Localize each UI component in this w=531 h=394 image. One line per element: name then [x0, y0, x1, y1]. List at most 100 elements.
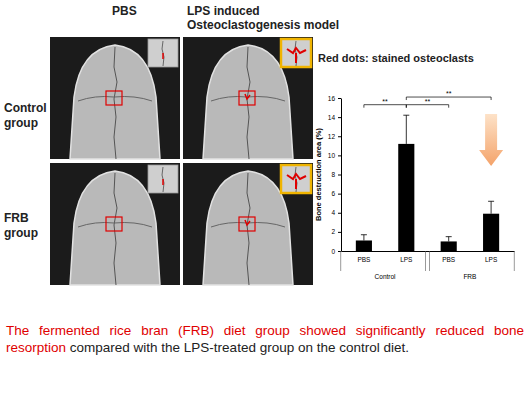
x-tick: PBS	[442, 251, 456, 263]
significance-bracket	[406, 97, 491, 100]
y-tick-mark	[338, 155, 341, 156]
column-header: PBS	[112, 4, 137, 18]
row-label: group	[4, 226, 38, 240]
x-tick: LPS	[485, 251, 498, 263]
group-label: FRB	[463, 273, 476, 280]
y-tick: 2	[331, 228, 341, 235]
y-tick-mark	[338, 213, 341, 214]
inset-stain	[287, 174, 306, 189]
x-tick: PBS	[357, 251, 371, 263]
significance-label: **	[446, 90, 452, 97]
y-tick: 8	[331, 171, 341, 178]
group-divider	[425, 251, 426, 271]
y-tick-label: 2	[331, 228, 335, 235]
image-panel	[183, 163, 313, 285]
y-tick-mark	[338, 98, 341, 99]
arrow	[479, 114, 503, 166]
inset	[281, 39, 311, 67]
y-tick-mark	[338, 117, 341, 118]
roi-box	[106, 91, 122, 105]
column-header: Osteoclastogenesis model	[187, 18, 339, 32]
x-tick-label: PBS	[357, 256, 371, 263]
y-axis: 0 2 4 6 8 10 12 14 16	[328, 95, 342, 255]
inset	[281, 165, 311, 193]
skull	[70, 171, 160, 285]
y-tick: 12	[328, 133, 341, 140]
note: Red dots: stained osteoclasts	[318, 52, 474, 64]
roi-box	[239, 91, 255, 105]
bar	[398, 144, 414, 251]
inset-background	[281, 165, 311, 193]
x-tick: LPS	[400, 251, 413, 263]
error-bar	[446, 237, 452, 242]
plot-area	[356, 115, 499, 251]
error-bar-cap	[403, 115, 409, 116]
x-tick-label: LPS	[485, 256, 498, 263]
error-bar-cap	[446, 236, 452, 237]
inset-stain	[162, 53, 164, 59]
significance-bracket	[364, 105, 406, 108]
error-bar-cap	[488, 201, 494, 202]
significance-label: **	[382, 98, 388, 105]
panel-background	[183, 37, 313, 159]
error-bar-stem	[406, 115, 407, 144]
suture	[247, 47, 250, 159]
row-label: Control	[4, 101, 47, 115]
bar	[483, 214, 499, 251]
error-bar-cap	[361, 234, 367, 235]
panel-background	[50, 163, 180, 285]
image-panel	[183, 37, 313, 159]
stain	[245, 220, 250, 225]
inset-background	[148, 39, 178, 67]
significance-label: **	[425, 98, 431, 105]
error-bar	[488, 201, 494, 213]
y-tick-mark	[338, 136, 341, 137]
y-tick-label: 4	[331, 209, 335, 216]
roi-box	[106, 217, 122, 231]
inset-stain	[287, 48, 306, 63]
bar	[356, 240, 372, 251]
caption-text: compared with the LPS-treated group on t…	[66, 340, 409, 355]
suture	[114, 47, 117, 159]
x-axis: PBS LPS PBS LPS	[342, 251, 515, 263]
inset-background	[148, 165, 178, 193]
suture	[78, 97, 152, 102]
group-divider	[340, 251, 341, 271]
error-bar-stem	[448, 237, 449, 242]
y-tick: 6	[331, 190, 341, 197]
y-axis-title: Bone destruction area (%)	[314, 128, 323, 221]
y-tick-mark	[338, 194, 341, 195]
skull	[203, 171, 293, 285]
suture	[114, 173, 117, 285]
column-header: LPS induced	[187, 4, 260, 18]
slide: PBS LPS inducedOsteoclastogenesis model Co…	[0, 0, 531, 394]
inset-suture	[162, 41, 164, 66]
x-axis-line	[342, 251, 515, 252]
inset	[148, 39, 178, 67]
roi-box	[239, 217, 255, 231]
y-tick-mark	[338, 175, 341, 176]
y-tick: 0	[331, 248, 341, 255]
y-tick: 16	[328, 95, 341, 102]
y-tick-label: 14	[328, 114, 336, 121]
y-tick-label: 6	[331, 190, 335, 197]
error-bar-stem	[491, 201, 492, 213]
row-label: group	[4, 116, 38, 130]
suture	[78, 223, 152, 228]
y-tick-label: 10	[328, 152, 336, 159]
error-bar	[403, 115, 409, 144]
bar	[441, 241, 457, 251]
group-label: Control	[375, 273, 397, 280]
y-tick-label: 16	[328, 95, 336, 102]
y-tick: 14	[328, 114, 341, 121]
y-tick-label: 12	[328, 133, 336, 140]
error-bar	[361, 235, 367, 241]
x-tick-label: PBS	[442, 256, 456, 263]
skull	[203, 45, 293, 159]
group-divider	[429, 251, 430, 271]
skull	[70, 45, 160, 159]
image-panel	[50, 37, 180, 159]
row-label: FRB	[4, 211, 29, 225]
y-tick-label: 8	[331, 171, 335, 178]
panel-background	[183, 163, 313, 285]
